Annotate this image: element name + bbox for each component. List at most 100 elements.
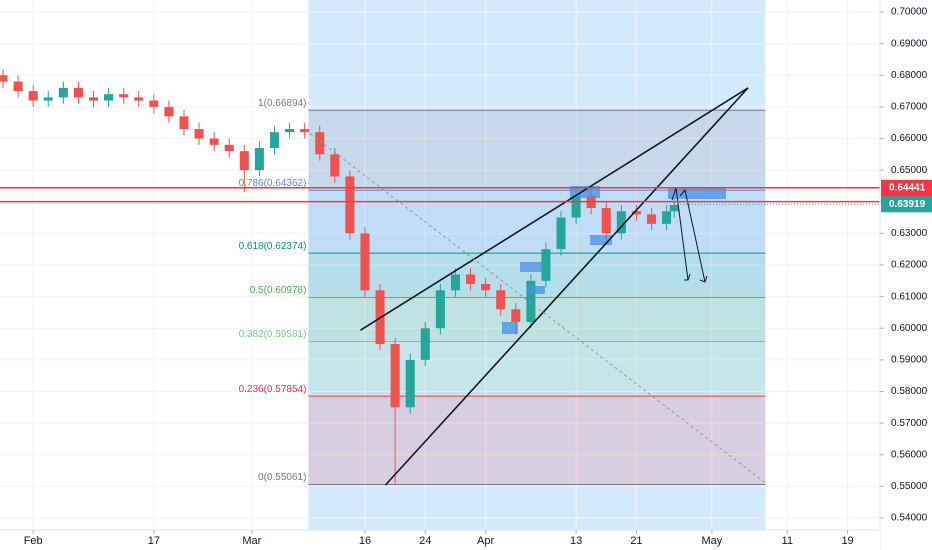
y-tick-label: 0.68000 bbox=[891, 70, 928, 81]
fib-label: 0.786(0.64362) bbox=[239, 178, 307, 189]
candle-body bbox=[601, 208, 611, 234]
candle-body bbox=[224, 144, 234, 152]
marker-box bbox=[527, 286, 545, 294]
dashed-line bbox=[305, 129, 766, 484]
candle-body bbox=[345, 176, 355, 234]
candle-body bbox=[300, 129, 310, 133]
candle-body bbox=[526, 280, 536, 322]
marker-box bbox=[520, 262, 542, 272]
marker-box bbox=[590, 235, 612, 245]
arrow-head bbox=[684, 273, 691, 281]
y-tick-label: 0.59000 bbox=[891, 355, 928, 366]
candle-body bbox=[616, 211, 626, 234]
candle-body bbox=[330, 154, 340, 177]
candle-body bbox=[149, 100, 159, 107]
y-tick-label: 0.56000 bbox=[891, 449, 928, 460]
fib-zone bbox=[308, 110, 766, 191]
candle-body bbox=[179, 116, 189, 130]
marker-box bbox=[668, 188, 726, 199]
price-badge bbox=[881, 196, 932, 213]
y-tick-label: 0.67000 bbox=[891, 102, 928, 113]
candle-body bbox=[164, 106, 174, 117]
x-tick-label: 16 bbox=[359, 535, 371, 547]
candle-body bbox=[88, 97, 99, 101]
candle-body bbox=[631, 211, 641, 215]
candle-body bbox=[496, 290, 506, 310]
candle-body bbox=[13, 81, 23, 92]
candle-body bbox=[669, 204, 679, 212]
y-tick-label: 0.54000 bbox=[891, 513, 928, 524]
y-tick-label: 0.61000 bbox=[891, 291, 928, 302]
y-tick-label: 0.70000 bbox=[891, 7, 928, 18]
candle-body bbox=[58, 87, 68, 98]
candle-body bbox=[315, 132, 325, 155]
candle-body bbox=[285, 129, 295, 133]
y-tick-label: 0.62000 bbox=[891, 260, 928, 271]
candle-body bbox=[556, 217, 566, 250]
fib-zone bbox=[308, 396, 766, 485]
arrow bbox=[679, 188, 706, 283]
y-tick-label: 0.60000 bbox=[891, 323, 928, 334]
candle-body bbox=[0, 75, 8, 82]
y-tick-label: 0.63000 bbox=[891, 228, 928, 239]
candle-body bbox=[254, 147, 264, 171]
y-tick-label: 0.69000 bbox=[891, 38, 928, 49]
price-badge-label: 0.63919 bbox=[889, 199, 926, 210]
candle-body bbox=[481, 283, 491, 291]
candle-body bbox=[405, 359, 415, 408]
candle-body bbox=[466, 274, 476, 284]
y-tick-label: 0.58000 bbox=[891, 386, 928, 397]
x-tick-label: May bbox=[701, 535, 722, 547]
x-tick-label: 13 bbox=[570, 535, 582, 547]
candle-body bbox=[194, 129, 204, 139]
candle-body bbox=[43, 97, 53, 101]
trend-line bbox=[360, 87, 749, 331]
candle-body bbox=[571, 195, 581, 218]
y-tick-label: 0.57000 bbox=[891, 418, 928, 429]
x-tick-label: 24 bbox=[419, 535, 431, 547]
price-badge bbox=[881, 179, 932, 196]
x-tick-label: 11 bbox=[782, 535, 793, 547]
candle-body bbox=[239, 151, 249, 171]
candle-body bbox=[541, 249, 551, 281]
candle-body bbox=[28, 91, 38, 101]
candle-body bbox=[269, 132, 280, 148]
candle-body bbox=[646, 214, 657, 224]
fib-label: 0.382(0.59581) bbox=[239, 329, 307, 340]
y-tick-label: 0.65000 bbox=[891, 165, 928, 176]
x-axis-panel bbox=[0, 530, 880, 550]
fib-label: 0.618(0.62374) bbox=[239, 241, 307, 252]
fib-label: 0.236(0.57854) bbox=[239, 384, 307, 395]
candle-body bbox=[360, 233, 370, 291]
candle-body bbox=[511, 309, 521, 322]
candle-body bbox=[73, 87, 83, 98]
x-tick-label: 21 bbox=[630, 535, 642, 547]
candle-body bbox=[390, 344, 400, 408]
fib-label: 0(0.55061) bbox=[258, 472, 306, 483]
x-tick-label: Feb bbox=[24, 535, 43, 547]
drawing-layer bbox=[0, 87, 880, 486]
candle-body bbox=[119, 94, 129, 98]
candle-body bbox=[435, 290, 445, 329]
candle-body bbox=[104, 94, 114, 101]
x-tick-label: Mar bbox=[242, 535, 261, 547]
x-tick-label: 17 bbox=[148, 535, 160, 547]
y-tick-label: 0.66000 bbox=[891, 133, 928, 144]
arrow-head bbox=[699, 275, 708, 283]
fib-label: 1(0.66894) bbox=[258, 98, 306, 109]
candle-body bbox=[662, 211, 672, 224]
x-tick-label: Apr bbox=[477, 535, 494, 547]
price-badge-label: 0.64441 bbox=[889, 182, 926, 193]
fib-zone bbox=[308, 190, 766, 254]
candle-body bbox=[209, 138, 219, 145]
fib-zone bbox=[308, 341, 766, 397]
y-tick-label: 0.55000 bbox=[891, 481, 928, 492]
marker-box bbox=[502, 322, 518, 334]
x-tick-label: 19 bbox=[841, 535, 853, 547]
y-axis-panel bbox=[880, 0, 932, 550]
trend-line bbox=[384, 87, 749, 486]
candle-body bbox=[134, 97, 144, 101]
candle-body bbox=[420, 328, 430, 360]
